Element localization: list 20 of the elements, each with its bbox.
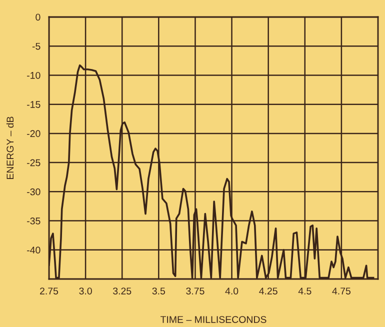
x-tick-label: 3.25: [113, 288, 132, 294]
y-tick-label: -35: [27, 218, 40, 224]
x-tick-label: 2.75: [40, 288, 58, 294]
y-tick-label: -25: [27, 159, 40, 166]
x-tick-label: 4.0: [225, 288, 238, 294]
x-tick-label: 3.0: [79, 288, 92, 294]
x-axis-title: TIME – MILLISECONDS: [160, 316, 266, 323]
y-tick-label: -30: [27, 188, 40, 196]
y-tick-label: 0: [36, 14, 40, 21]
y-tick-label: -10: [27, 72, 40, 79]
x-tick-label: 4.5: [298, 288, 312, 294]
x-tick-label: 4.25: [259, 288, 278, 294]
x-tick-label: 4.75: [332, 288, 350, 294]
y-axis-title: ENERGY – dB: [6, 116, 14, 179]
y-tick-label: -15: [27, 101, 40, 108]
x-tick-label: 3.75: [186, 288, 204, 294]
x-tick-label: 3.5: [152, 288, 166, 294]
y-tick-label: -5: [32, 42, 40, 50]
y-tick-label: -40: [27, 246, 40, 254]
y-tick-label: -20: [27, 130, 40, 138]
